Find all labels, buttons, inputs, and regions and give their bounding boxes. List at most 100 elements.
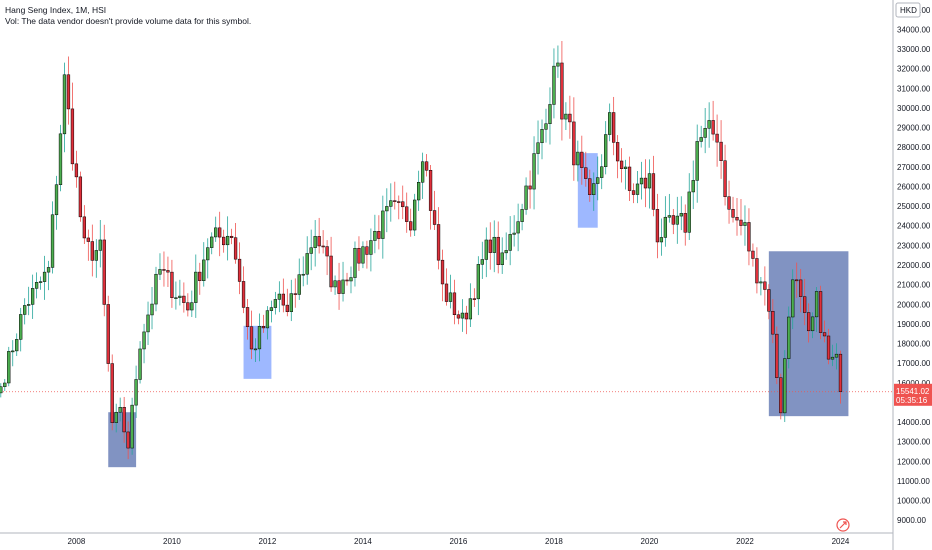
candle — [225, 216, 230, 261]
candle-body — [592, 183, 596, 196]
candle — [233, 223, 238, 264]
candle — [779, 373, 783, 420]
candle — [74, 150, 79, 188]
candle — [480, 241, 484, 279]
candle — [532, 136, 536, 210]
price-axis[interactable]: 9000.00 10000.00 11000.00 12000.00 13000.00 1… — [897, 6, 931, 525]
candle-body — [158, 269, 162, 275]
candle — [369, 228, 373, 272]
candle-body — [651, 173, 656, 210]
candle — [619, 148, 624, 183]
candle — [751, 243, 755, 267]
time-axis[interactable]: 2008 2010 2012 2014 2016 2018 2020 2022 2024 — [68, 537, 850, 546]
currency-box[interactable] — [895, 2, 921, 18]
candle — [830, 344, 835, 367]
candle — [102, 224, 106, 317]
candle-body — [222, 236, 226, 246]
candle-body — [428, 170, 433, 211]
candle-body — [596, 177, 600, 184]
price-tick-label: 16000.00 — [897, 379, 931, 388]
price-tick-label: 24000.00 — [897, 222, 931, 231]
candle — [464, 305, 469, 335]
price-tick-label: 26000.00 — [897, 182, 931, 191]
candle-body — [54, 184, 59, 216]
candle-body — [218, 227, 222, 238]
candle — [389, 183, 393, 222]
candle-body — [409, 221, 413, 231]
candle-body — [11, 350, 15, 353]
candle — [540, 119, 544, 160]
candle — [703, 107, 707, 154]
candle — [783, 350, 787, 423]
candle — [333, 275, 337, 295]
candle-body — [130, 404, 134, 449]
tradingview-logo[interactable] — [836, 518, 850, 532]
candle-body — [138, 348, 142, 380]
candle — [273, 291, 278, 315]
price-tick-label: 28000.00 — [897, 143, 931, 152]
candle-body — [671, 215, 675, 225]
price-tick-label: 17000.00 — [897, 359, 931, 368]
candle — [166, 256, 170, 287]
candle-body — [237, 258, 242, 282]
candle-body — [639, 177, 644, 185]
candle — [818, 285, 823, 340]
time-tick-label: 2020 — [641, 537, 659, 546]
price-tick-label: 34000.00 — [897, 25, 931, 34]
candle — [297, 258, 301, 300]
candle-body — [321, 245, 325, 248]
candle-body — [488, 239, 492, 253]
candle-body — [3, 382, 7, 387]
candle — [186, 293, 190, 317]
candle-body — [615, 142, 620, 162]
candle — [23, 298, 27, 325]
candle — [249, 310, 254, 360]
candle — [424, 154, 429, 177]
candle — [293, 278, 297, 308]
candle — [206, 238, 210, 279]
candle — [174, 281, 178, 310]
candle — [285, 288, 289, 317]
candle-body — [15, 339, 19, 352]
candle-body — [194, 271, 198, 303]
candle — [365, 240, 369, 269]
candle — [775, 326, 779, 385]
candle-body — [604, 134, 608, 167]
candle — [417, 170, 421, 211]
candle — [504, 232, 508, 260]
candle — [182, 282, 186, 313]
candle — [321, 230, 325, 254]
candle — [492, 220, 496, 273]
candle — [631, 183, 636, 204]
candle — [596, 156, 600, 201]
candle-body — [150, 303, 154, 316]
candle — [317, 217, 321, 254]
last-price-tag: 15541.02 05:35:16 — [894, 383, 932, 406]
candle — [198, 262, 202, 295]
candle-body — [229, 235, 234, 238]
candle — [150, 286, 154, 330]
price-tick-label: 31000.00 — [897, 84, 931, 93]
candle — [146, 301, 150, 345]
candle — [253, 338, 258, 362]
candle-body — [70, 108, 75, 165]
candle — [377, 215, 381, 250]
candle-body — [584, 167, 588, 179]
candle — [448, 274, 453, 309]
candle — [767, 284, 771, 320]
candle-body — [826, 335, 831, 360]
candle — [305, 236, 309, 285]
price-tick-label: 21000.00 — [897, 281, 931, 290]
currency-label[interactable]: HKD — [895, 2, 921, 18]
candle-body — [775, 333, 779, 378]
time-tick-label: 2008 — [68, 537, 86, 546]
candle — [731, 196, 735, 223]
symbol-title[interactable]: Hang Seng Index, 1M, HSI — [5, 5, 107, 15]
candle — [381, 195, 385, 259]
candle — [468, 283, 473, 327]
candle — [675, 196, 679, 244]
candle-body — [190, 302, 194, 311]
candle — [524, 177, 528, 215]
candle — [98, 219, 102, 268]
